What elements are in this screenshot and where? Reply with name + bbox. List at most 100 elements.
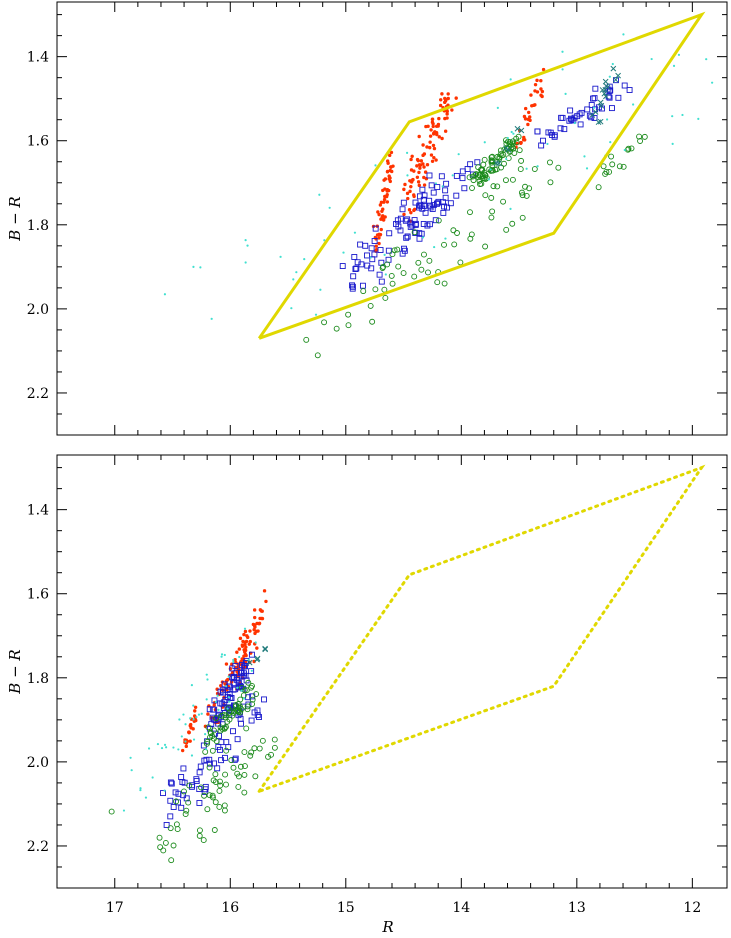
data-point	[573, 121, 576, 125]
data-point	[201, 757, 208, 764]
data-point	[598, 102, 605, 109]
data-point	[611, 62, 614, 66]
data-point	[489, 153, 496, 160]
data-point	[503, 226, 510, 233]
data-point	[399, 206, 406, 213]
data-point	[496, 106, 499, 109]
y-tick-label: 2.2	[27, 386, 49, 402]
data-point	[382, 197, 387, 202]
data-point	[206, 706, 213, 713]
data-point	[391, 164, 395, 168]
data-point	[209, 792, 216, 799]
data-point	[588, 102, 595, 108]
data-point	[378, 203, 383, 207]
data-point	[237, 763, 244, 770]
data-point	[385, 170, 390, 174]
data-point	[571, 114, 578, 121]
data-point	[379, 227, 383, 232]
data-point	[384, 261, 391, 268]
data-point	[163, 789, 166, 792]
data-point	[185, 799, 192, 806]
data-point	[353, 265, 360, 272]
data-point	[240, 643, 245, 647]
data-point	[528, 115, 532, 119]
y-tick-label: 2.0	[27, 302, 49, 318]
data-point	[394, 246, 401, 253]
data-point	[417, 170, 421, 175]
data-point	[409, 210, 413, 215]
data-point	[360, 288, 367, 295]
data-point	[172, 789, 179, 796]
data-point	[672, 64, 676, 67]
data-point	[200, 742, 207, 749]
selection-region	[257, 11, 706, 340]
data-point	[216, 694, 219, 697]
panel-top: 1.4 1.6 1.8 2.0 2.2 B − R	[6, 1, 728, 436]
data-point	[535, 78, 539, 83]
data-point	[160, 790, 166, 797]
data-point	[183, 807, 190, 814]
data-point	[165, 746, 168, 749]
data-point	[526, 122, 530, 127]
series-cyan	[122, 627, 257, 812]
data-point	[509, 78, 512, 81]
data-point	[441, 280, 448, 287]
data-point	[192, 704, 195, 707]
data-point	[168, 780, 175, 787]
data-point	[256, 629, 260, 633]
data-point	[362, 242, 369, 249]
data-point	[567, 107, 574, 114]
data-point	[480, 161, 487, 168]
data-point	[255, 646, 259, 650]
data-point	[232, 660, 235, 664]
data-point	[430, 189, 437, 196]
data-point	[427, 202, 433, 209]
data-point	[422, 183, 427, 187]
data-point	[353, 231, 357, 234]
data-point	[157, 844, 164, 851]
data-point	[211, 827, 218, 833]
data-point	[223, 653, 226, 657]
data-point	[407, 220, 414, 227]
data-point	[265, 753, 271, 760]
data-point	[584, 106, 591, 113]
data-point	[384, 273, 387, 276]
data-point	[433, 245, 436, 249]
data-point	[383, 177, 388, 181]
data-point	[147, 747, 151, 750]
data-point	[555, 164, 562, 171]
data-point	[339, 263, 346, 269]
data-point	[466, 174, 473, 181]
data-point	[671, 115, 674, 118]
data-point	[215, 743, 222, 750]
data-point	[167, 813, 174, 820]
data-point	[194, 718, 198, 723]
data-point	[623, 148, 626, 152]
data-point	[397, 215, 404, 222]
data-point	[256, 714, 262, 720]
data-point	[377, 241, 381, 246]
data-point	[173, 821, 180, 828]
data-point	[271, 744, 278, 751]
data-point	[219, 700, 226, 707]
data-point	[358, 261, 365, 268]
data-point	[489, 167, 496, 174]
data-point	[469, 185, 475, 191]
data-point	[180, 765, 187, 772]
data-point	[411, 273, 418, 280]
data-point	[244, 706, 251, 713]
data-point	[227, 696, 230, 699]
data-point	[234, 736, 241, 743]
data-point	[445, 112, 449, 116]
data-point	[488, 154, 495, 161]
data-point	[378, 278, 385, 285]
data-point	[144, 796, 148, 799]
data-point	[259, 609, 264, 613]
data-point	[212, 703, 216, 707]
data-point	[394, 217, 401, 224]
data-point	[601, 90, 608, 97]
data-point	[184, 744, 188, 749]
data-point	[597, 118, 604, 125]
data-point	[422, 209, 429, 216]
data-point	[217, 746, 223, 753]
